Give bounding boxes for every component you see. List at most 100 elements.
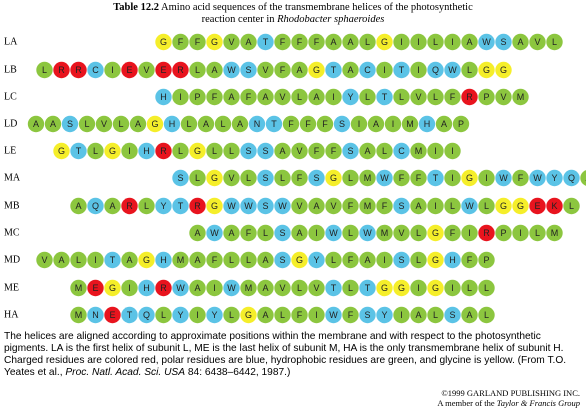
residue: N: [92, 310, 99, 320]
residue: I: [94, 255, 97, 265]
residue-circle: [95, 115, 113, 133]
residue: G: [381, 37, 388, 47]
row-label: LA: [4, 36, 18, 47]
residue-circle: [376, 61, 393, 79]
residue-circle: [223, 169, 240, 187]
residue: F: [280, 65, 286, 75]
residue-circle: [172, 279, 189, 297]
residue: A: [109, 201, 115, 211]
residue-circle: [36, 61, 53, 79]
residue: G: [160, 37, 167, 47]
residue-circle: [223, 251, 240, 269]
residue: A: [330, 37, 336, 47]
residue-circle: [342, 251, 359, 269]
residue: L: [229, 255, 234, 265]
residue-circle: [223, 197, 240, 215]
residue-circle: [418, 115, 436, 133]
residue: A: [466, 310, 472, 320]
residue-circle: [155, 279, 172, 297]
residue-circle: [291, 142, 308, 160]
residue: G: [109, 283, 116, 293]
residue: Y: [347, 92, 353, 102]
residue: G: [313, 65, 320, 75]
residue-circle: [121, 142, 138, 160]
residue-circle: [206, 142, 223, 160]
residue-circle: [172, 61, 189, 79]
residue: S: [449, 310, 455, 320]
residue: M: [364, 173, 372, 183]
residue-circle: [274, 88, 291, 106]
residue: W: [227, 65, 236, 75]
residue-circle: [180, 115, 198, 133]
caption-text: 84: 6438–6442, 1987.): [187, 367, 291, 378]
residue-circle: [70, 61, 87, 79]
residue: L: [246, 255, 251, 265]
residue: H: [160, 255, 167, 265]
residue: S: [398, 255, 404, 265]
residue: G: [211, 37, 218, 47]
residue-circle: [189, 224, 206, 242]
residue: L: [348, 283, 353, 293]
residue: R: [160, 283, 167, 293]
residue-circle: [189, 306, 206, 324]
residue-circle: [376, 88, 393, 106]
residue: A: [296, 228, 302, 238]
residue: R: [58, 65, 65, 75]
residue: S: [500, 37, 506, 47]
residue: A: [228, 228, 234, 238]
residue: H: [143, 146, 150, 156]
residue: G: [58, 146, 65, 156]
residue-circle: [393, 61, 410, 79]
residue-circle: [410, 251, 427, 269]
residue: A: [262, 255, 268, 265]
residue-circle: [529, 224, 546, 242]
residue-circle: [197, 115, 215, 133]
residue: G: [296, 255, 303, 265]
table-label: Table 12.2: [113, 2, 159, 13]
residue-circle: [529, 33, 546, 51]
residue: W: [363, 228, 372, 238]
residue-circle: [546, 33, 563, 51]
residue-circle: [291, 306, 308, 324]
residue: L: [365, 92, 370, 102]
residue-circle: [401, 115, 419, 133]
residue: S: [245, 65, 251, 75]
residue: G: [500, 65, 507, 75]
residue-circle: [393, 251, 410, 269]
residue: W: [329, 228, 338, 238]
residue: G: [500, 201, 507, 211]
residue: M: [517, 92, 525, 102]
residue-circle: [427, 142, 444, 160]
residue-circle: [223, 306, 240, 324]
residue-circle: [427, 279, 444, 297]
residue-circle: [257, 88, 274, 106]
residue-circle: [325, 279, 342, 297]
residue-circle: [393, 197, 410, 215]
residue-circle: [495, 33, 512, 51]
residue: V: [279, 92, 285, 102]
residue: F: [297, 310, 303, 320]
residue-circle: [444, 224, 461, 242]
row-label: HA: [4, 309, 19, 320]
residue-circle: [121, 197, 138, 215]
residue: L: [365, 37, 370, 47]
residue: L: [229, 146, 234, 156]
residue: L: [144, 201, 149, 211]
residue: R: [194, 201, 201, 211]
residue: Y: [551, 173, 557, 183]
residue-circle: [138, 197, 155, 215]
residue: C: [92, 65, 99, 75]
residue: I: [417, 283, 420, 293]
residue-circle: [257, 224, 274, 242]
residue: I: [485, 173, 488, 183]
residue-circle: [70, 251, 87, 269]
residue: L: [297, 92, 302, 102]
residue-circle: [461, 169, 478, 187]
residue: W: [533, 173, 542, 183]
residue-circle: [427, 169, 444, 187]
residue: F: [314, 37, 320, 47]
residue: A: [228, 92, 234, 102]
title-line: reaction center in: [201, 14, 275, 25]
residue-circle: [359, 251, 376, 269]
residue-circle: [240, 306, 257, 324]
